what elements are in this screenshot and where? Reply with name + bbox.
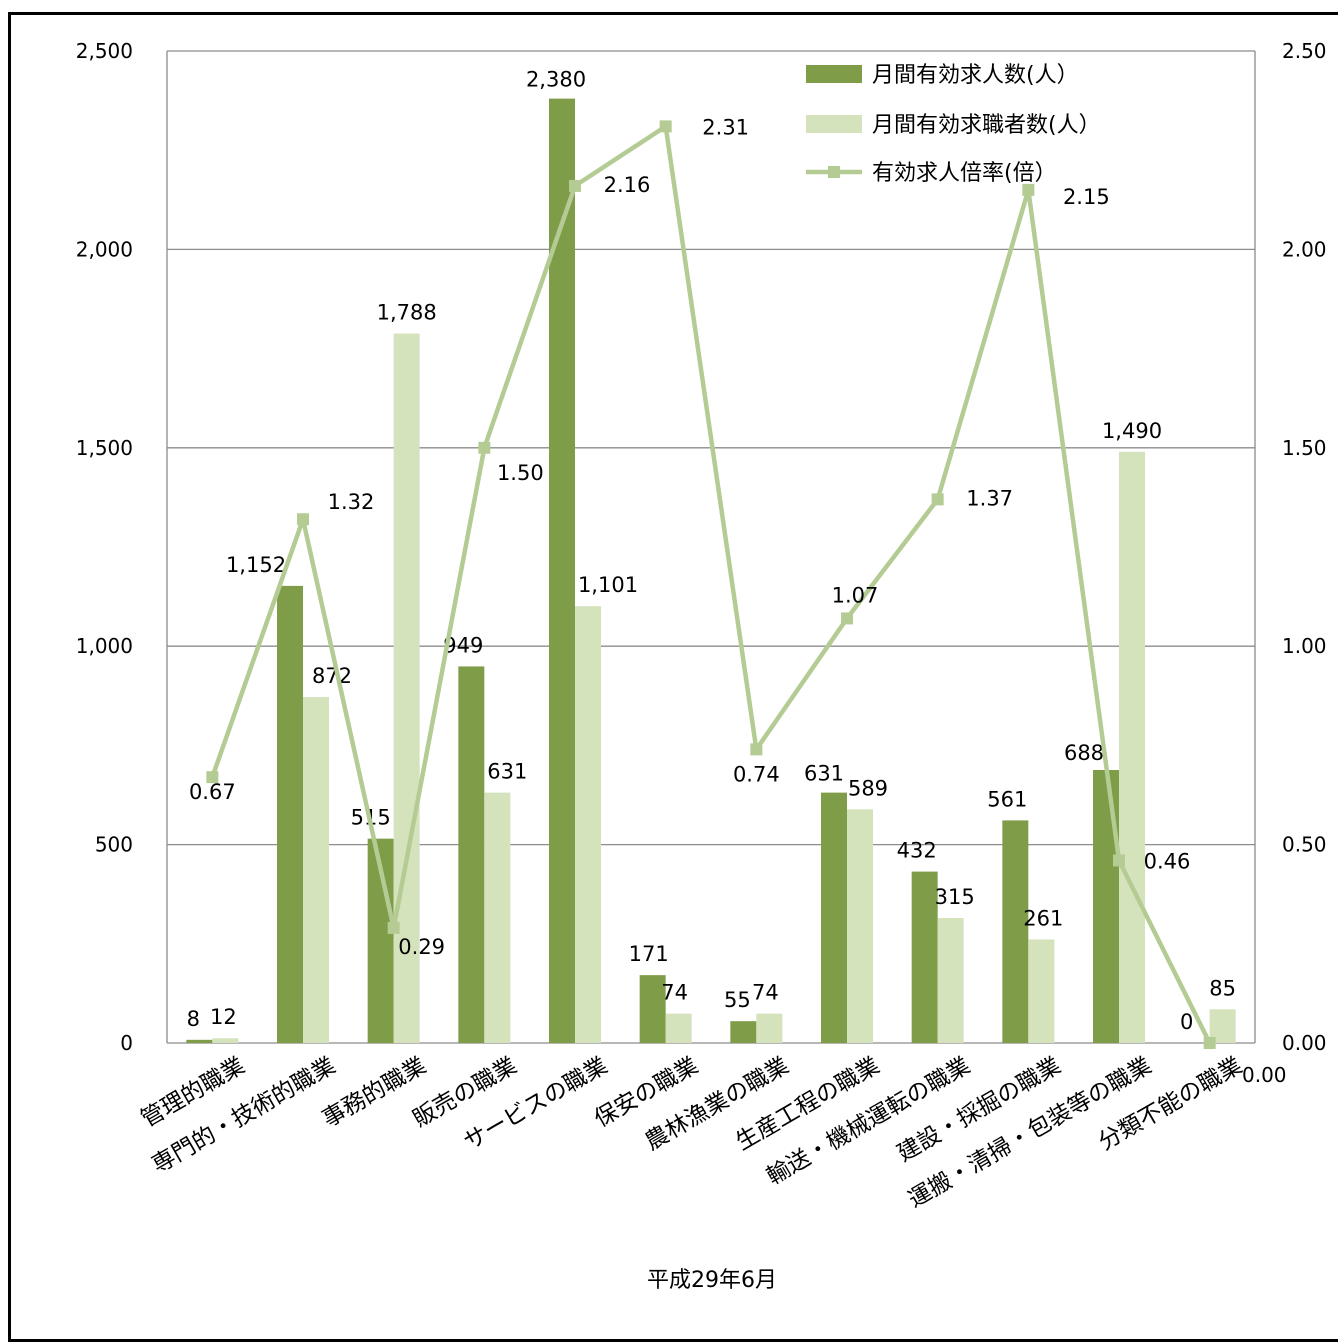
data-label-openings: 432 (897, 839, 937, 863)
y-left-tick-label: 1,000 (76, 634, 133, 658)
data-label-seekers: 1,788 (377, 301, 437, 325)
ratio-marker (1113, 854, 1125, 867)
bar-openings (277, 585, 303, 1043)
y-left-tick-label: 0 (120, 1031, 133, 1055)
data-label-openings: 2,380 (526, 68, 586, 92)
data-label-openings: 8 (187, 1007, 200, 1031)
data-label-seekers: 1,490 (1102, 419, 1162, 443)
data-label-seekers: 631 (487, 760, 527, 784)
bar-openings (911, 871, 938, 1043)
data-label-openings: 688 (1064, 741, 1104, 765)
data-label-seekers: 1,101 (578, 573, 638, 597)
data-label-ratio: 1.32 (328, 490, 375, 514)
chart-frame (8, 12, 1338, 1342)
ratio-marker (297, 513, 309, 526)
y-right-tick-label: 1.00 (1282, 634, 1327, 658)
y-left-tick-label: 2,000 (76, 237, 133, 261)
data-label-ratio: 0.67 (189, 780, 236, 804)
data-label-ratio: 0.29 (398, 935, 445, 959)
bar-seekers (847, 809, 873, 1043)
legend-label-ratio: 有効求人倍率(倍） (872, 161, 1057, 186)
data-label-openings: 561 (987, 787, 1027, 811)
data-label-ratio: 2.16 (604, 173, 651, 197)
data-label-seekers: 589 (848, 776, 888, 800)
ratio-marker (478, 441, 491, 454)
y-right-tick-label: 2.50 (1282, 39, 1327, 63)
y-right-tick-label: 2.00 (1282, 237, 1327, 261)
data-label-ratio: 0.74 (733, 762, 780, 786)
data-label-seekers: 74 (752, 981, 779, 1005)
bar-seekers (665, 1013, 692, 1043)
data-label-ratio: 2.15 (1063, 185, 1110, 209)
y-right-tick-label: 1.50 (1282, 436, 1327, 460)
bar-openings (821, 792, 847, 1043)
data-label-seekers: 315 (935, 885, 975, 909)
bar-seekers (212, 1038, 239, 1043)
ratio-marker (931, 493, 944, 506)
y-left-tick-label: 2,500 (76, 39, 133, 63)
y-right-tick-label: 0.00 (1282, 1031, 1327, 1055)
data-label-ratio: 0.46 (1144, 849, 1191, 873)
ratio-marker (659, 120, 672, 133)
bar-seekers (303, 696, 329, 1043)
bar-openings (1002, 820, 1029, 1043)
ratio-line (210, 124, 1212, 1045)
ratio-marker (387, 921, 400, 934)
data-label-seekers: 12 (210, 1005, 237, 1029)
bar-seekers (1119, 451, 1145, 1043)
data-label-ratio: 1.50 (497, 461, 544, 485)
data-label-seekers: 261 (1023, 906, 1063, 930)
bar-openings (549, 98, 575, 1044)
bar-openings (186, 1039, 213, 1043)
bar-openings (458, 666, 485, 1043)
data-label-ratio: 1.07 (832, 583, 879, 607)
data-label-openings: 0 (1180, 1010, 1193, 1034)
legend-label-seekers: 月間有効求職者数(人） (872, 113, 1101, 138)
y-right-tick-label: 0.50 (1282, 833, 1327, 857)
data-label-openings: 171 (629, 942, 669, 966)
ratio-marker (569, 179, 581, 192)
legend-swatch-seekers (806, 115, 862, 133)
data-label-openings: 631 (804, 762, 844, 786)
data-label-seekers: 872 (312, 664, 352, 688)
bar-seekers (1028, 939, 1055, 1043)
data-label-seekers: 85 (1209, 976, 1236, 1000)
data-label-openings: 55 (724, 988, 751, 1012)
data-label-ratio: 2.31 (702, 115, 749, 139)
bar-seekers (756, 1013, 783, 1043)
data-label-openings: 1,152 (226, 553, 286, 577)
legend-label-openings: 月間有効求人数(人） (872, 63, 1079, 88)
ratio-marker (206, 771, 219, 784)
y-left-tick-label: 1,500 (76, 436, 133, 460)
bar-openings (730, 1021, 757, 1043)
ratio-marker (841, 612, 853, 625)
data-label-ratio: 1.37 (966, 486, 1013, 510)
bar-seekers (575, 606, 601, 1043)
bar-seekers (937, 918, 964, 1043)
bar-openings (1093, 770, 1119, 1043)
ratio-marker (1203, 1037, 1216, 1049)
ratio-marker (1022, 183, 1035, 196)
legend-swatch-openings (806, 65, 862, 83)
y-right-tick-label: 0.00 (1242, 1063, 1287, 1087)
bar-openings (639, 975, 666, 1043)
ratio-marker (750, 743, 763, 756)
data-label-seekers: 74 (661, 981, 688, 1005)
x-axis-label: 平成29年6月 (647, 1268, 777, 1293)
y-left-tick-label: 500 (95, 833, 133, 857)
legend-marker-ratio (828, 166, 840, 178)
bar-seekers (484, 792, 511, 1043)
